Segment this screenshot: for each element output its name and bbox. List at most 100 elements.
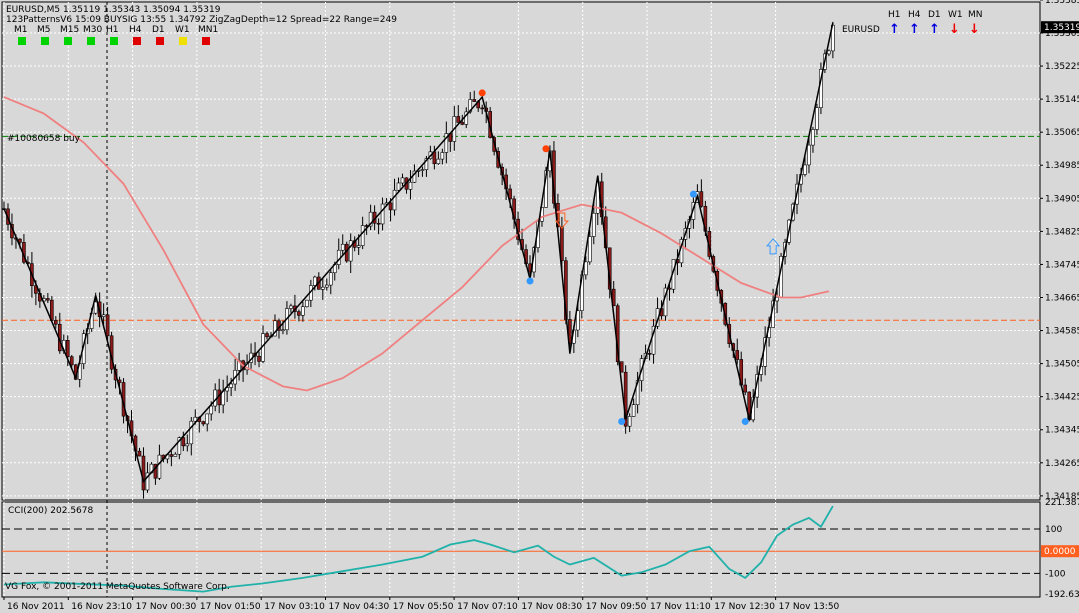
y-tick-label: 1.34345 (1045, 426, 1079, 436)
timeframe-status-square (110, 37, 118, 45)
trend-arrow-up-icon: ↑ (889, 22, 900, 37)
candle-body (747, 391, 751, 421)
cci-zero-tag (1041, 545, 1079, 558)
trend-label-mn: MN (968, 10, 983, 20)
swing-high-marker (478, 89, 486, 97)
candle-body (93, 301, 98, 314)
y-tick-label: 1.34585 (1045, 327, 1079, 337)
y-tick-label: 1.34825 (1045, 227, 1079, 237)
candle-body (229, 383, 233, 388)
candle-body (591, 212, 596, 237)
candle-body (424, 158, 429, 170)
candle-body (775, 296, 779, 302)
cci-title: CCI(200) 202.5678 (8, 506, 94, 516)
timeframe-d1: D1 (152, 25, 174, 45)
cci-y-tick-label: 100 (1045, 525, 1062, 535)
x-tick-label: 16 Nov 23:10 (71, 602, 132, 612)
candle-body (320, 286, 325, 290)
timeframe-m1: M1 (14, 25, 36, 45)
candle-body (209, 405, 214, 415)
y-tick-label: 1.35385 (1045, 0, 1079, 6)
candle-body (305, 299, 309, 308)
timeframe-m30: M30 (83, 25, 105, 45)
candle-body (560, 226, 564, 262)
trend-panel: EURUSD H1 ↑ H4 ↑ D1 ↑ W1 ↓ MN ↓ (842, 10, 992, 40)
candle-body (408, 181, 413, 190)
x-tick-label: 17 Nov 13:50 (779, 602, 840, 612)
timeframe-status-square (64, 37, 72, 45)
zigzag-line (3, 22, 834, 483)
signal-arrow-up-icon (766, 238, 781, 255)
timeframe-status-square (202, 37, 210, 45)
candle-body (456, 116, 461, 123)
candle-body (157, 454, 162, 479)
candle-body (587, 236, 592, 263)
trend-label-h1: H1 (888, 10, 901, 20)
swing-low-marker (689, 190, 697, 198)
candle-body (313, 276, 317, 286)
x-tick-label: 17 Nov 08:30 (521, 602, 582, 612)
candle-body (289, 305, 293, 309)
current-price-tag (1041, 21, 1079, 34)
timeframe-status-square (179, 37, 187, 45)
candle-body (145, 472, 150, 491)
candle-body (396, 182, 401, 191)
candle-body (177, 437, 182, 455)
candle-body (340, 243, 345, 251)
swing-low-marker (741, 417, 749, 425)
x-tick-label: 17 Nov 07:10 (457, 602, 518, 612)
cci-y-tick-label: 221.387 (1045, 498, 1079, 508)
candle-body (743, 384, 748, 393)
cci-line (3, 505, 834, 593)
timeframe-label: M30 (83, 25, 103, 35)
candle-body (464, 111, 469, 125)
y-tick-label: 1.35065 (1045, 128, 1079, 138)
x-tick-label: 17 Nov 00:30 (136, 602, 197, 612)
y-tick-label: 1.34985 (1045, 161, 1079, 171)
timeframe-status-square (41, 37, 49, 45)
trend-label-h4: H4 (908, 10, 921, 20)
timeframe-h1: H1 (106, 25, 128, 45)
candle-body (472, 99, 477, 102)
candle-body (803, 164, 807, 175)
trend-label-d1: D1 (928, 10, 941, 20)
candle-body (141, 455, 146, 491)
moving-average-line (3, 96, 830, 392)
timeframe-status-square (156, 37, 164, 45)
timeframe-label: M15 (60, 25, 80, 35)
candle-body (348, 240, 353, 262)
timeframe-h4: H4 (129, 25, 151, 45)
x-tick-label: 16 Nov 2011 (7, 602, 65, 612)
timeframe-label: H4 (129, 25, 142, 35)
x-tick-label: 17 Nov 05:50 (393, 602, 454, 612)
x-tick-label: 17 Nov 11:10 (650, 602, 711, 612)
candle-body (46, 298, 50, 301)
candle-body (627, 416, 632, 427)
signal-arrow-down-icon (554, 212, 569, 229)
candle-body (651, 325, 656, 355)
candle-body (815, 107, 819, 130)
candle-body (65, 340, 70, 358)
candle-body (388, 202, 393, 211)
candle-body (185, 443, 190, 447)
y-tick-label: 1.34905 (1045, 194, 1079, 204)
y-tick-label: 1.34185 (1045, 492, 1079, 502)
timeframe-status-square (18, 37, 26, 45)
candle-body (380, 203, 385, 225)
candle-body (811, 129, 815, 146)
timeframe-label: MN1 (198, 25, 219, 35)
trend-symbol: EURUSD (842, 25, 880, 35)
candle-body (623, 371, 628, 427)
x-tick-label: 17 Nov 01:50 (200, 602, 261, 612)
cci-y-tick-label: -100 (1045, 569, 1066, 579)
timeframe-status-square (133, 37, 141, 45)
candle-body (69, 356, 74, 366)
candle-body (576, 310, 580, 331)
y-tick-label: 1.34665 (1045, 293, 1079, 303)
swing-high-marker (542, 145, 550, 153)
candle-body (400, 177, 405, 184)
candle-body (392, 189, 397, 211)
timeframe-label: M5 (37, 25, 51, 35)
y-tick-label: 1.34425 (1045, 393, 1079, 403)
